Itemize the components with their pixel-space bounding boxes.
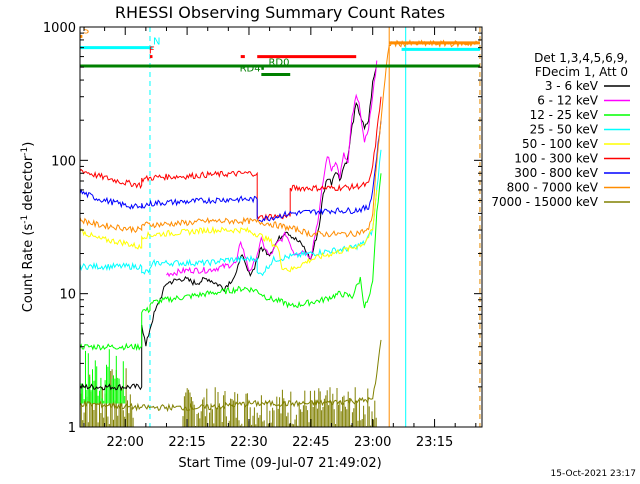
legend-label: 50 - 100 keV	[522, 137, 599, 151]
x-tick-label: 22:00	[106, 435, 143, 450]
legend-label: 300 - 800 keV	[514, 166, 598, 180]
flag-dot-3	[149, 55, 153, 59]
legend: Det 1,3,4,5,6,9,FDecim 1, Att 03 - 6 keV…	[491, 51, 630, 209]
noise-band-1	[80, 349, 126, 404]
flag-label-0: S	[83, 25, 89, 36]
legend-label: 3 - 6 keV	[545, 79, 599, 93]
x-axis-label: Start Time (09-Jul-07 21:49:02)	[178, 456, 381, 471]
y-axis-label-superscript: -1	[20, 147, 30, 156]
legend-label: 6 - 12 keV	[537, 94, 599, 108]
legend-label: 7000 - 15000 keV	[491, 195, 598, 209]
plot-frame	[79, 26, 483, 428]
flag-dot-2	[149, 46, 153, 50]
series-line-3	[80, 149, 382, 277]
y-axis-label-part: )	[21, 142, 36, 147]
y-tick-label: 10	[59, 288, 76, 303]
generation-timestamp: 15-Oct-2021 23:17	[551, 469, 636, 479]
series-line-5	[80, 96, 382, 221]
y-tick-label: 100	[51, 154, 76, 169]
series-line-8	[80, 339, 382, 413]
axes: 1 10 100 1000 22:00 22:15 22:30 22:45 23:00 23:15	[43, 21, 482, 450]
y-tick-label: 1	[68, 421, 76, 436]
y-tick-label: 1000	[43, 21, 76, 36]
legend-header-line: FDecim 1, Att 0	[535, 65, 628, 79]
series-line-4	[80, 189, 378, 273]
noise-band-2	[182, 387, 377, 427]
flag-dot-7	[261, 66, 264, 70]
chart-title: RHESSI Observing Summary Count Rates	[115, 3, 445, 22]
flag-dot-0	[80, 34, 83, 38]
legend-header-line: Det 1,3,4,5,6,9,	[534, 51, 628, 65]
series-line-1	[166, 60, 378, 278]
legend-label: 100 - 300 keV	[514, 152, 598, 166]
x-tick-label: 22:45	[292, 435, 329, 450]
x-tick-label: 23:00	[354, 435, 391, 450]
legend-label: 25 - 50 keV	[530, 123, 599, 137]
flag-label-7: RD0	[268, 57, 289, 68]
y-axis-label-part: Count Rate (s	[21, 224, 36, 313]
x-tick-label: 23:15	[416, 435, 453, 450]
series-line-6	[80, 120, 382, 223]
legend-label: 800 - 7000 keV	[507, 181, 599, 195]
plot-area: S NF RD0 RD4	[80, 25, 481, 427]
y-axis-label: Count Rate (s-1 detector-1)	[20, 142, 36, 313]
legend-label: 12 - 25 keV	[530, 108, 599, 122]
x-tick-label: 22:30	[230, 435, 267, 450]
y-axis-label-part: detector	[21, 155, 36, 215]
y-axis-label-superscript: -1	[20, 215, 30, 224]
plot-clipped-group	[80, 27, 481, 427]
x-tick-label: 22:15	[168, 435, 205, 450]
series-line-2	[80, 173, 382, 352]
flag-label-2: N	[153, 37, 160, 48]
flag-label-3: F	[149, 46, 155, 57]
flag-label-8: RD4	[240, 64, 261, 75]
